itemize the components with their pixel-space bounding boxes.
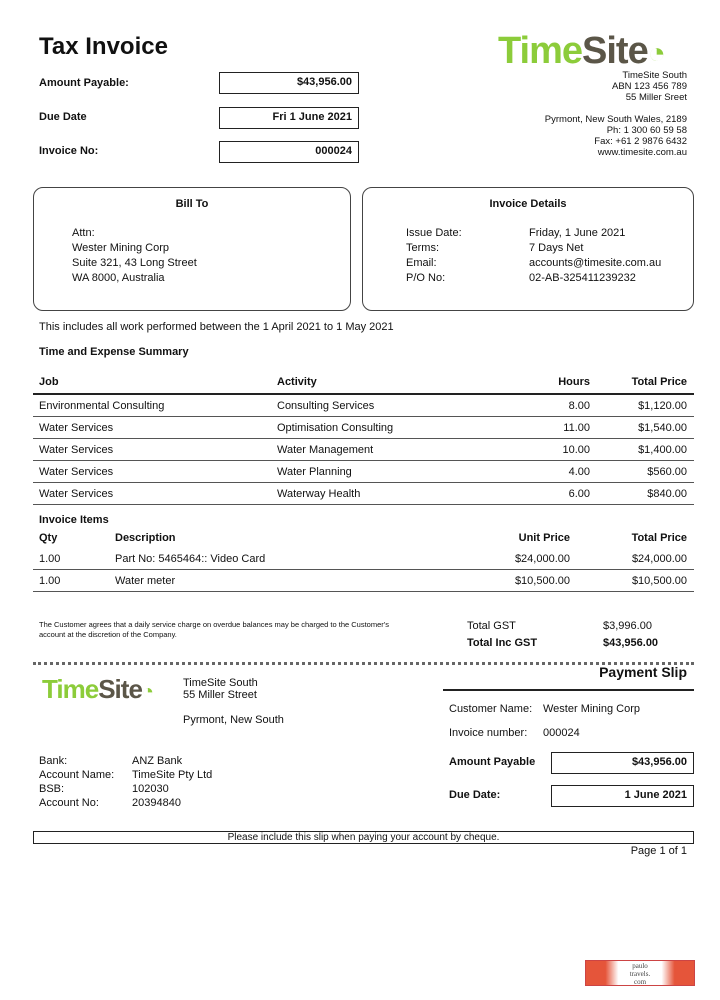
bill-to-heading: Bill To <box>175 198 209 210</box>
total-inc-gst-label: Total Inc GST <box>467 637 538 649</box>
item-row: 1.00 Water meter $10,500.00 $10,500.00 <box>33 570 694 592</box>
payment-slip-title: Payment Slip <box>599 664 687 680</box>
terms-text: The Customer agrees that a daily service… <box>39 620 389 639</box>
cell: 6.00 <box>568 488 590 500</box>
summary-header: Job Activity Hours Total Price <box>33 371 694 395</box>
page-title: Tax Invoice <box>39 33 168 60</box>
slip-logo: TimeSite◔ <box>42 674 154 704</box>
invoice-details-keys: Issue Date: Terms: Email: P/O No: <box>406 227 462 284</box>
cell: Water Planning <box>277 466 352 478</box>
cell: $24,000.00 <box>514 553 570 565</box>
cell: 10.00 <box>562 444 590 456</box>
slip-due-value: 1 June 2021 <box>551 785 694 807</box>
cell: Water Services <box>39 466 114 478</box>
cell: $10,500.00 <box>631 575 687 587</box>
cell: $24,000.00 <box>631 553 687 565</box>
invoice-number-label: Invoice number: <box>449 727 528 739</box>
cell: 1.00 <box>39 553 61 565</box>
invoice-no-value: 000024 <box>219 141 359 163</box>
invoice-no-label: Invoice No: <box>39 145 99 157</box>
invoice-details-heading: Invoice Details <box>489 198 567 210</box>
slip-amount-label: Amount Payable <box>449 756 536 768</box>
slip-address: TimeSite South 55 Miller Street <box>183 677 258 701</box>
slip-footer: Please include this slip when paying you… <box>33 831 694 844</box>
summary-row: Water Services Optimisation Consulting 11.… <box>33 417 694 439</box>
cell: Consulting Services <box>277 400 375 412</box>
slip-due-label: Due Date: <box>449 789 501 801</box>
cell: Water Management <box>277 444 374 456</box>
slip-address-city: Pyrmont, New South <box>183 714 284 726</box>
gst-value: $3,996.00 <box>603 620 652 632</box>
cell: 4.00 <box>568 466 590 478</box>
cell: Water Services <box>39 422 114 434</box>
amount-payable-value: $43,956.00 <box>219 72 359 94</box>
summary-heading: Time and Expense Summary <box>39 346 189 358</box>
summary-row: Water Services Waterway Health 6.00 $840.00 <box>33 483 694 505</box>
cell: 11.00 <box>563 422 590 434</box>
cell: $840.00 <box>647 488 687 500</box>
cell: Optimisation Consulting <box>277 422 394 434</box>
clock-icon: ◔ <box>647 37 666 70</box>
bank-values: ANZ Bank TimeSite Pty Ltd 102030 20394840 <box>132 755 213 809</box>
slip-divider <box>443 689 694 691</box>
cell: Water meter <box>115 575 176 587</box>
bill-to-address: Attn: Wester Mining Corp Suite 321, 43 Lon… <box>72 227 197 284</box>
item-row: 1.00 Part No: 5465464:: Video Card $24,000… <box>33 548 694 570</box>
cell: $1,120.00 <box>638 400 687 412</box>
total-inc-gst-value: $43,956.00 <box>603 637 659 649</box>
gst-label: Total GST <box>467 620 516 632</box>
summary-row: Water Services Water Management 10.00 $1,40… <box>33 439 694 461</box>
customer-name-value: Wester Mining Corp <box>543 703 640 715</box>
cell: Water Services <box>39 444 114 456</box>
due-date-value: Fri 1 June 2021 <box>219 107 359 129</box>
cell: 8.00 <box>568 400 590 412</box>
slip-amount-value: $43,956.00 <box>551 752 694 774</box>
cell: $10,500.00 <box>514 575 570 587</box>
cell: $1,400.00 <box>638 444 687 456</box>
amount-payable-label: Amount Payable: <box>39 77 129 89</box>
cell: Environmental Consulting <box>39 400 165 412</box>
items-heading: Invoice Items <box>39 514 109 526</box>
cut-line <box>33 662 694 665</box>
due-date-label: Due Date <box>39 111 87 123</box>
cell: Waterway Health <box>277 488 361 500</box>
summary-row: Environmental Consulting Consulting Servi… <box>33 395 694 417</box>
company-address: TimeSite South ABN 123 456 789 55 Miller S… <box>544 70 687 158</box>
cell: Water Services <box>39 488 114 500</box>
invoice-number-value: 000024 <box>543 727 580 739</box>
invoice-details-panel: Invoice Details Issue Date: Terms: Email: P… <box>362 187 694 311</box>
page-number: Page 1 of 1 <box>630 845 687 857</box>
bill-to-panel: Bill To Attn: Wester Mining Corp Suite 321… <box>33 187 351 311</box>
summary-row: Water Services Water Planning 4.00 $560.00 <box>33 461 694 483</box>
cell: $1,540.00 <box>638 422 687 434</box>
customer-name-label: Customer Name: <box>449 703 533 715</box>
cell: 1.00 <box>39 575 61 587</box>
invoice-details-values: Friday, 1 June 2021 7 Days Net accounts@ti… <box>529 227 662 284</box>
cell: $560.00 <box>647 466 687 478</box>
cell: Part No: 5465464:: Video Card <box>115 553 266 565</box>
work-period-note: This includes all work performed between… <box>39 321 394 333</box>
watermark-logo: paulo travels. com <box>585 960 695 986</box>
company-logo: TimeSite◔ <box>498 30 666 72</box>
bank-keys: Bank: Account Name: BSB: Account No: <box>39 755 115 809</box>
items-header: Qty Description Unit Price Total Price <box>39 532 687 544</box>
clock-icon: ◔ <box>141 681 154 703</box>
